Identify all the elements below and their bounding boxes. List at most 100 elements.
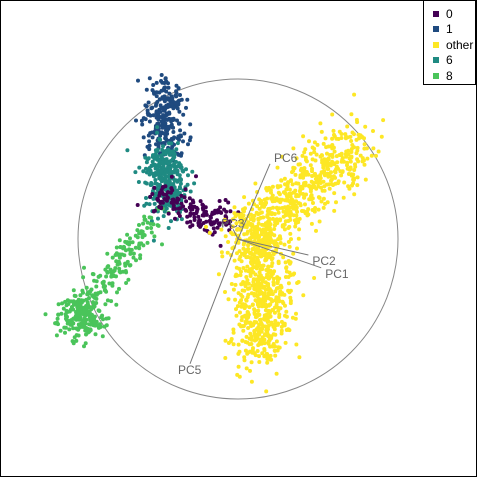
point-other <box>265 360 270 365</box>
point-8 <box>77 325 82 330</box>
point-other <box>229 282 234 286</box>
point-other <box>291 251 296 256</box>
point-other <box>234 221 239 226</box>
point-0 <box>173 216 177 221</box>
point-other <box>265 255 270 260</box>
point-8 <box>114 251 119 256</box>
point-other <box>286 327 291 332</box>
point-other <box>249 261 254 266</box>
point-8 <box>99 315 104 320</box>
point-other <box>321 165 326 170</box>
point-other <box>325 151 329 156</box>
legend-item-other: other <box>424 37 475 53</box>
point-8 <box>63 330 67 335</box>
point-6 <box>152 201 157 206</box>
point-other <box>342 180 347 185</box>
point-other <box>295 217 300 222</box>
point-0 <box>188 202 193 207</box>
point-other <box>281 224 286 229</box>
point-other <box>231 287 236 292</box>
point-1 <box>188 122 193 127</box>
point-0 <box>207 219 212 223</box>
loading-label-pc5: PC5 <box>178 363 202 377</box>
point-6 <box>175 164 180 169</box>
point-6 <box>173 167 178 172</box>
point-1 <box>187 138 192 143</box>
point-other <box>365 156 370 161</box>
point-other <box>334 167 339 172</box>
point-other <box>297 355 302 360</box>
point-8 <box>87 312 92 317</box>
loading-label-pc3: PC3 <box>221 216 245 230</box>
point-6 <box>153 178 158 182</box>
point-other <box>258 273 263 278</box>
point-8 <box>82 309 87 314</box>
point-8 <box>72 293 77 298</box>
point-other <box>290 205 295 209</box>
point-6 <box>170 193 175 198</box>
point-other <box>302 150 307 155</box>
point-other <box>376 149 381 154</box>
point-other <box>323 201 327 206</box>
point-8 <box>82 344 86 349</box>
point-other <box>250 302 255 307</box>
point-other <box>264 295 269 300</box>
point-other <box>242 195 247 200</box>
point-other <box>261 201 265 206</box>
point-8 <box>134 258 138 263</box>
point-other <box>288 301 293 306</box>
point-8 <box>125 232 130 237</box>
point-other <box>337 129 342 134</box>
point-0 <box>171 203 176 208</box>
point-other <box>246 269 251 274</box>
point-other <box>331 161 336 166</box>
point-other <box>274 339 279 344</box>
point-8 <box>61 306 66 311</box>
point-other <box>251 323 256 328</box>
point-other <box>266 252 270 256</box>
point-other <box>353 162 357 167</box>
point-other <box>273 353 278 358</box>
point-other <box>248 237 253 242</box>
legend-swatch <box>433 10 439 17</box>
point-other <box>235 372 240 377</box>
point-other <box>258 338 263 342</box>
point-1 <box>154 90 159 95</box>
point-0 <box>169 174 174 179</box>
point-8 <box>160 242 164 247</box>
point-other <box>277 234 282 239</box>
point-other <box>274 247 279 252</box>
point-other <box>237 249 242 254</box>
point-other <box>258 317 263 322</box>
point-other <box>276 237 281 242</box>
point-other <box>281 214 286 219</box>
point-other <box>226 341 231 345</box>
point-other <box>238 310 242 315</box>
legend-label: other <box>446 37 474 52</box>
point-other <box>326 156 331 161</box>
loading-line-pc3 <box>232 229 239 240</box>
point-other <box>349 139 354 143</box>
point-other <box>301 192 305 196</box>
point-other <box>293 224 298 229</box>
point-1 <box>147 76 152 81</box>
point-other <box>330 182 335 187</box>
point-other <box>319 199 324 204</box>
point-8 <box>101 281 106 286</box>
point-8 <box>67 299 72 304</box>
point-other <box>349 112 354 117</box>
point-other <box>272 227 277 231</box>
point-6 <box>177 173 182 178</box>
point-other <box>356 132 361 137</box>
point-other <box>247 286 252 291</box>
point-8 <box>92 314 97 319</box>
point-8 <box>82 265 86 270</box>
point-other <box>257 197 262 202</box>
point-other <box>301 134 306 139</box>
point-6 <box>152 194 157 199</box>
point-1 <box>182 131 187 136</box>
point-other <box>267 311 272 315</box>
point-other <box>247 305 252 310</box>
point-1 <box>155 100 160 104</box>
scatter-points <box>43 73 386 394</box>
